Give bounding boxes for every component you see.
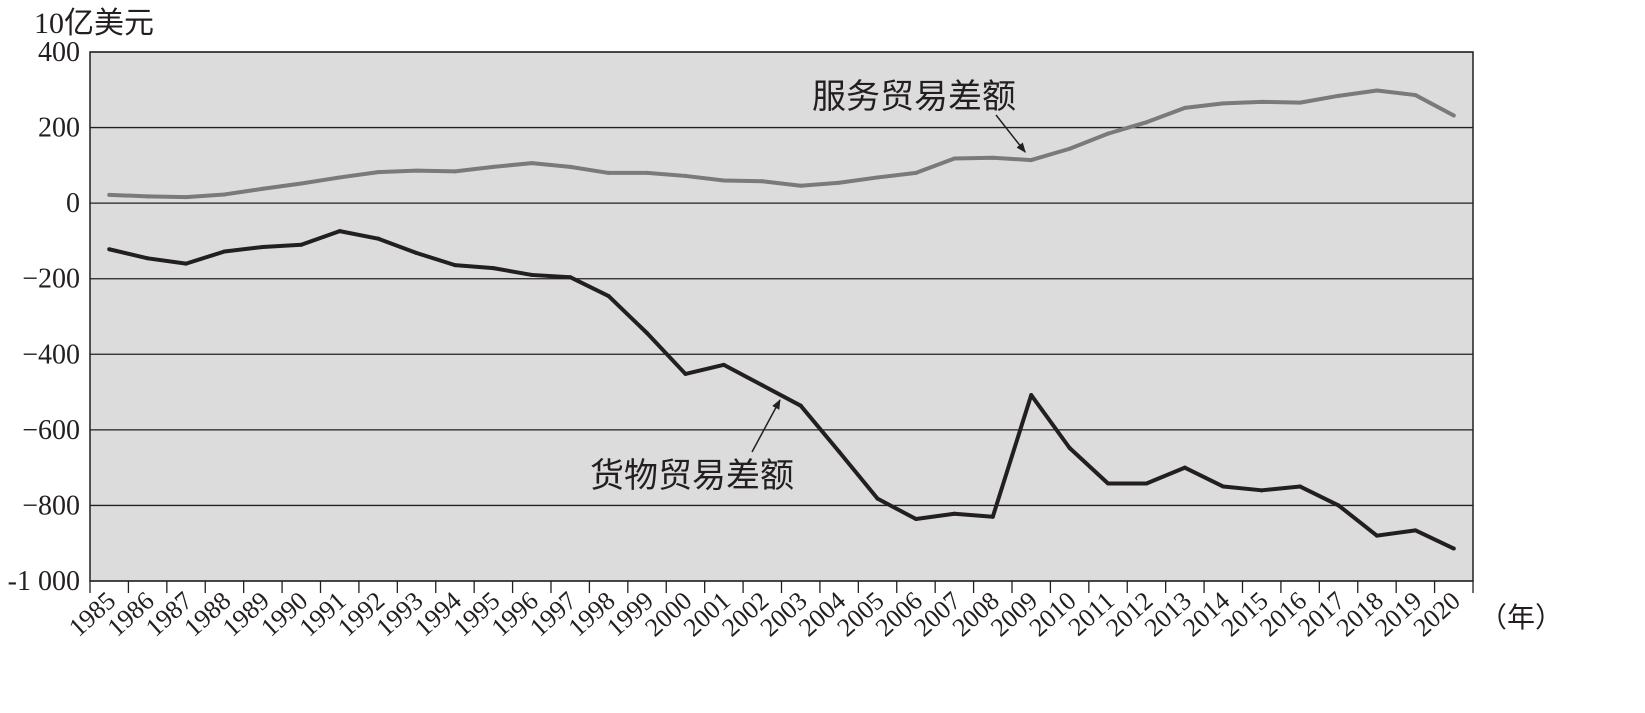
data-point (145, 194, 150, 199)
data-point (721, 178, 726, 183)
data-point (990, 155, 995, 160)
y-tick-label: -1 000 (8, 566, 80, 597)
data-point (376, 236, 381, 241)
data-point (798, 183, 803, 188)
data-point (1067, 445, 1072, 450)
x-tick-label: 2020 (1408, 586, 1466, 642)
series-goods-balance (107, 229, 1456, 551)
data-point (1067, 146, 1072, 151)
goods-balance-arrow (751, 399, 781, 453)
y-tick-label: 400 (38, 37, 80, 68)
y-tick-label: −200 (22, 264, 80, 295)
data-point (875, 496, 880, 501)
data-point (1374, 88, 1379, 93)
data-point (645, 331, 650, 336)
data-point (913, 170, 918, 175)
y-tick-label: −600 (22, 415, 80, 446)
data-point (529, 272, 534, 277)
data-point (337, 229, 342, 234)
services-balance-arrow (995, 114, 1026, 153)
data-point (606, 170, 611, 175)
x-axis-unit-label: （年） (1479, 602, 1563, 634)
data-point (913, 517, 918, 522)
data-point (875, 175, 880, 180)
data-point (1298, 100, 1303, 105)
data-point (1221, 101, 1226, 106)
plot-area (90, 52, 1473, 581)
data-point (606, 294, 611, 299)
data-point (222, 249, 227, 254)
data-point (107, 247, 112, 252)
data-point (1336, 503, 1341, 508)
y-tick-label: 200 (38, 113, 80, 144)
data-point (952, 511, 957, 516)
data-point (376, 170, 381, 175)
data-point (299, 181, 304, 186)
data-point (1259, 488, 1264, 493)
data-point (491, 164, 496, 169)
data-point (760, 383, 765, 388)
data-point (1029, 158, 1034, 163)
data-point (568, 275, 573, 280)
series-layer (107, 88, 1456, 551)
data-point (452, 169, 457, 174)
data-point (337, 175, 342, 180)
y-tick-label: −400 (22, 339, 80, 370)
data-point (837, 449, 842, 454)
data-point (145, 256, 150, 261)
data-point (1259, 99, 1264, 104)
data-point (1221, 484, 1226, 489)
data-point (798, 403, 803, 408)
data-point (414, 251, 419, 256)
data-point (683, 371, 688, 376)
data-point (721, 362, 726, 367)
series-line (108, 229, 1455, 551)
data-point (1413, 93, 1418, 98)
data-point (1374, 533, 1379, 538)
data-point (952, 156, 957, 161)
data-point (1144, 481, 1149, 486)
data-point (1451, 546, 1456, 551)
y-axis-ticks: 400 200 0 −200 −400 −600 −800 -1 000 (8, 37, 80, 597)
data-point (1182, 465, 1187, 470)
data-point (1106, 131, 1111, 136)
data-point (760, 179, 765, 184)
data-point (568, 164, 573, 169)
data-point (107, 192, 112, 197)
data-point (184, 261, 189, 266)
y-tick-label: 0 (66, 188, 80, 219)
y-axis-unit-label: 10亿美元 (34, 7, 154, 40)
services-balance-annotation: 服务贸易差额 (812, 77, 1016, 117)
data-point (1336, 93, 1341, 98)
data-point (1029, 393, 1034, 398)
data-point (1182, 105, 1187, 110)
data-point (491, 266, 496, 271)
data-point (990, 514, 995, 519)
data-point (837, 180, 842, 185)
goods-balance-annotation: 货物贸易差额 (590, 456, 794, 496)
x-axis-ticks: 1985198619871988198919901991199219931994… (63, 586, 1563, 642)
data-point (1106, 481, 1111, 486)
data-point (222, 192, 227, 197)
data-point (184, 195, 189, 200)
data-point (452, 263, 457, 268)
data-point (645, 170, 650, 175)
data-point (1451, 113, 1456, 118)
data-point (414, 168, 419, 173)
y-tick-label: −800 (22, 490, 80, 521)
series-line (109, 88, 1455, 200)
data-point (683, 173, 688, 178)
series-services-balance (107, 88, 1456, 200)
data-point (299, 242, 304, 247)
data-point (260, 244, 265, 249)
data-point (1144, 120, 1149, 125)
data-point (260, 186, 265, 191)
data-point (529, 161, 534, 166)
data-point (1298, 484, 1303, 489)
data-point (1413, 528, 1418, 533)
axes (89, 51, 1474, 593)
